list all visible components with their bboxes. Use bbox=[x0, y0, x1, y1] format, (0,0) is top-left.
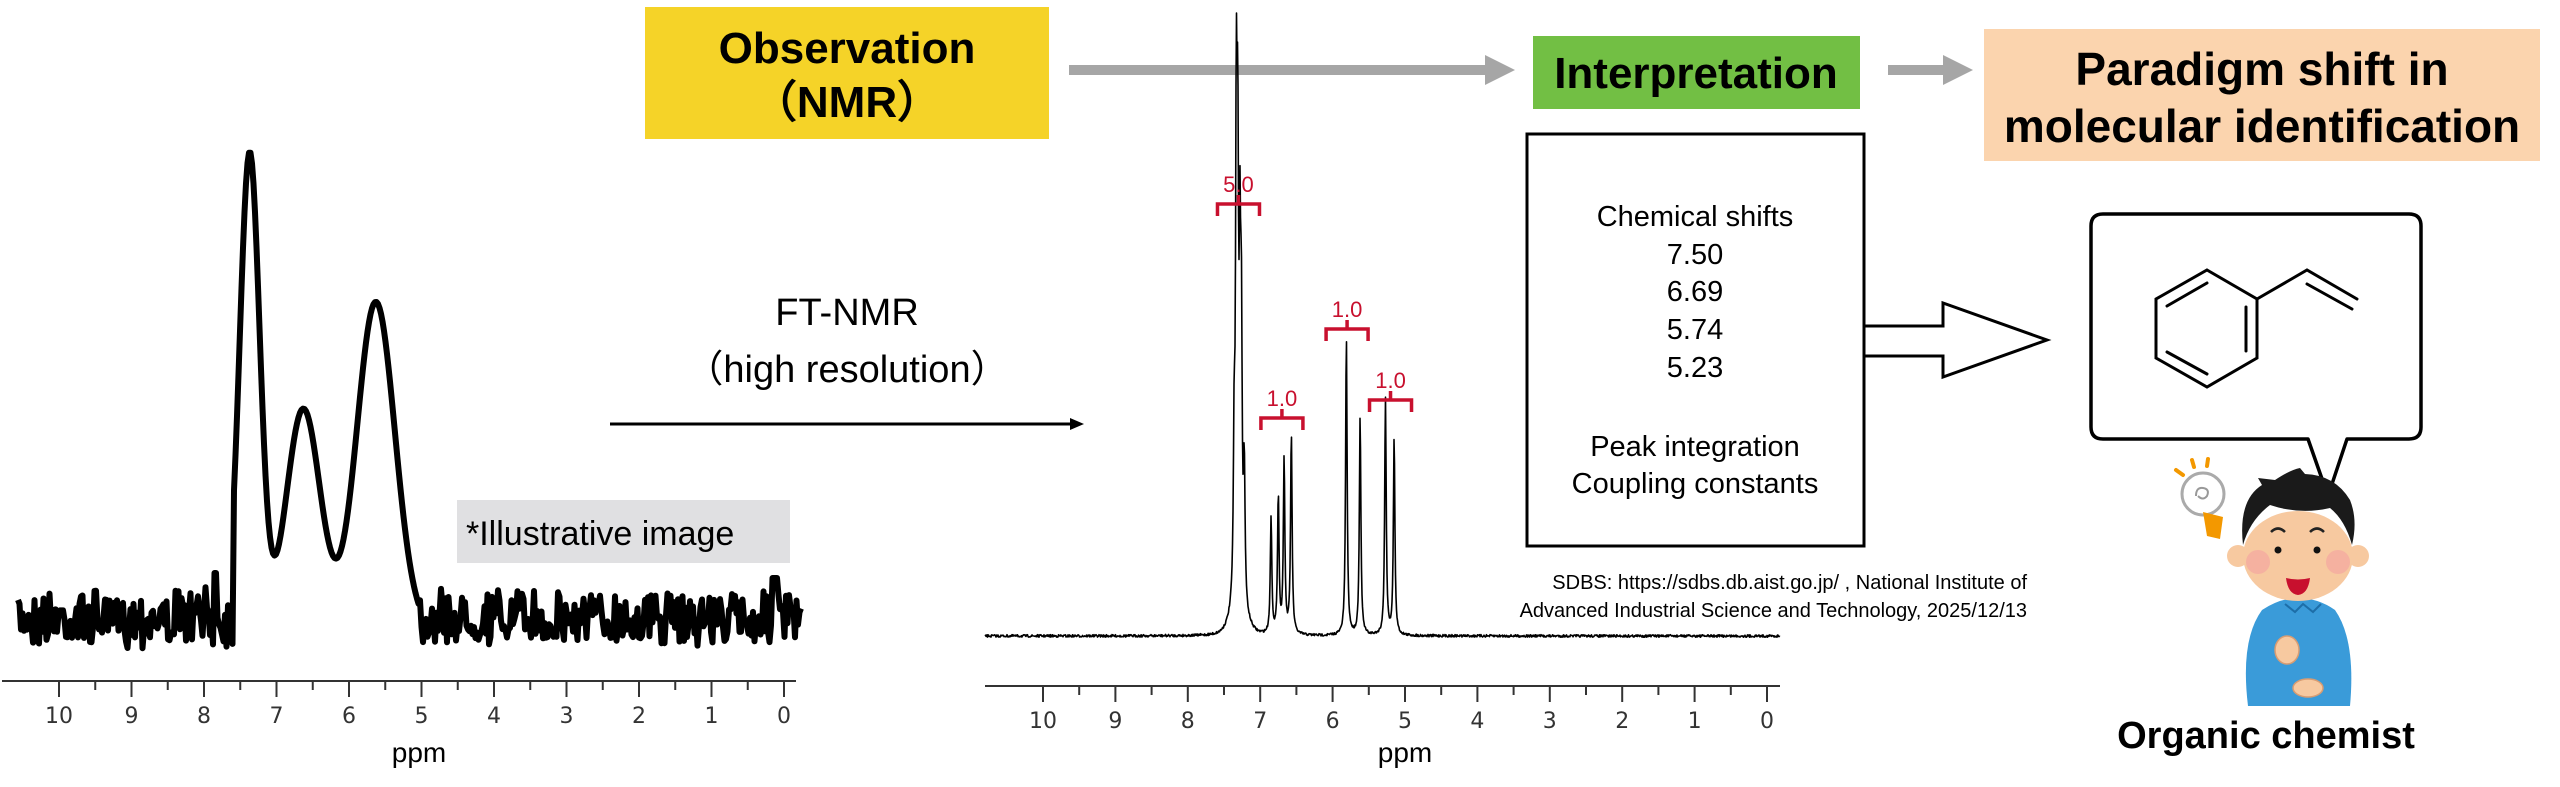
ft-nmr-label: FT-NMR bbox=[775, 292, 919, 334]
left-tick-label: 9 bbox=[125, 704, 139, 729]
chemist-label: Organic chemist bbox=[2117, 715, 2415, 757]
integration-bracket bbox=[1367, 391, 1414, 412]
chemical-shifts-heading: Chemical shifts bbox=[1597, 201, 1794, 233]
integration-bracket bbox=[1324, 320, 1370, 341]
flow-arrow-observation-to-interpretation bbox=[1069, 55, 1515, 85]
left-tick-label: 7 bbox=[270, 704, 284, 729]
right-axis-ticks: 10 9 8 7 6 5 4 3 2 1 0 bbox=[1029, 686, 1774, 734]
integration-bracket bbox=[1215, 195, 1262, 216]
illustrative-note-text: *Illustrative image bbox=[466, 515, 734, 553]
right-tick-label: 8 bbox=[1181, 709, 1195, 734]
left-axis-ticks: 10 9 8 7 6 5 4 3 2 1 0 bbox=[45, 681, 791, 729]
paradigm-line-1: Paradigm shift in bbox=[2075, 43, 2448, 95]
right-tick-label: 9 bbox=[1108, 709, 1122, 734]
high-res-spectrum-trace bbox=[984, 12, 1781, 638]
chemical-shift-value: 7.50 bbox=[1667, 239, 1723, 271]
left-tick-label: 10 bbox=[45, 704, 73, 729]
interpretation-box: Interpretation bbox=[1533, 36, 1860, 109]
observation-title: Observation bbox=[719, 24, 976, 73]
left-tick-label: 2 bbox=[632, 704, 646, 729]
chemist-face bbox=[2243, 511, 2353, 601]
right-tick-label: 0 bbox=[1760, 709, 1774, 734]
observation-box: Observation （NMR） bbox=[645, 7, 1049, 139]
left-tick-label: 8 bbox=[197, 704, 211, 729]
integration-marks: 5.0 1.0 1.0 1.0 bbox=[1215, 172, 1414, 430]
styrene-structure-icon bbox=[2154, 268, 2359, 389]
interpretation-title: Interpretation bbox=[1554, 49, 1838, 98]
left-xlabel: ppm bbox=[392, 737, 446, 768]
credit-line-2: Advanced Industrial Science and Technolo… bbox=[1520, 600, 2027, 622]
integration-bracket bbox=[1259, 409, 1305, 430]
lightbulb-icon bbox=[2174, 457, 2226, 539]
left-tick-label: 6 bbox=[342, 704, 356, 729]
integration-value: 1.0 bbox=[1332, 297, 1363, 322]
chemical-shift-value: 5.23 bbox=[1667, 352, 1723, 384]
flow-arrow-interpretation-to-paradigm bbox=[1888, 55, 1973, 85]
integration-value: 1.0 bbox=[1267, 386, 1298, 411]
chemical-shift-value: 6.69 bbox=[1667, 276, 1723, 308]
high-resolution-spectrum: 10 9 8 7 6 5 4 3 2 1 0 5.01.01.01.0 ppm bbox=[984, 12, 1781, 768]
right-tick-label: 1 bbox=[1688, 709, 1702, 734]
transition-arrow-head bbox=[1070, 418, 1084, 430]
right-xlabel: ppm bbox=[1378, 737, 1432, 768]
left-tick-label: 5 bbox=[415, 704, 429, 729]
left-tick-label: 1 bbox=[705, 704, 719, 729]
chemist-mouth bbox=[2286, 578, 2310, 595]
observation-subtitle: （NMR） bbox=[753, 78, 941, 127]
right-tick-label: 3 bbox=[1543, 709, 1557, 734]
peak-integration-label: Peak integration bbox=[1590, 431, 1800, 463]
ft-nmr-transition: FT-NMR （high resolution） bbox=[610, 292, 1084, 430]
left-tick-label: 3 bbox=[560, 704, 574, 729]
low-res-spectrum-trace bbox=[15, 149, 804, 652]
chemical-shift-value: 5.74 bbox=[1667, 314, 1723, 346]
paradigm-box: Paradigm shift in molecular identificati… bbox=[1984, 29, 2540, 161]
paradigm-line-2: molecular identification bbox=[2004, 100, 2520, 152]
right-tick-label: 7 bbox=[1253, 709, 1267, 734]
integration-value: 5.0 bbox=[1223, 172, 1254, 197]
chemist-hair bbox=[2242, 468, 2355, 545]
hollow-arrow-icon bbox=[1862, 300, 2052, 380]
data-source-credit: SDBS: https://sdbs.db.aist.go.jp/ , Nati… bbox=[1520, 572, 2028, 622]
coupling-constants-label: Coupling constants bbox=[1572, 468, 1819, 500]
credit-line-1: SDBS: https://sdbs.db.aist.go.jp/ , Nati… bbox=[1552, 572, 2027, 594]
left-tick-label: 4 bbox=[487, 704, 501, 729]
right-tick-label: 10 bbox=[1029, 709, 1057, 734]
left-tick-label: 0 bbox=[777, 704, 791, 729]
illustrative-note: *Illustrative image bbox=[457, 500, 790, 563]
right-tick-label: 2 bbox=[1615, 709, 1629, 734]
right-tick-label: 5 bbox=[1398, 709, 1412, 734]
integration-value: 1.0 bbox=[1375, 368, 1406, 393]
interpretation-details-box: Chemical shifts 7.50 6.69 5.74 5.23 Peak… bbox=[1525, 132, 1866, 548]
high-resolution-label: （high resolution） bbox=[685, 349, 1008, 391]
low-resolution-spectrum: 10 9 8 7 6 5 4 3 2 1 0 ppm bbox=[2, 149, 804, 768]
right-tick-label: 6 bbox=[1326, 709, 1340, 734]
right-tick-label: 4 bbox=[1470, 709, 1484, 734]
chemist-avatar bbox=[2174, 457, 2369, 706]
speech-bubble bbox=[2089, 212, 2423, 498]
